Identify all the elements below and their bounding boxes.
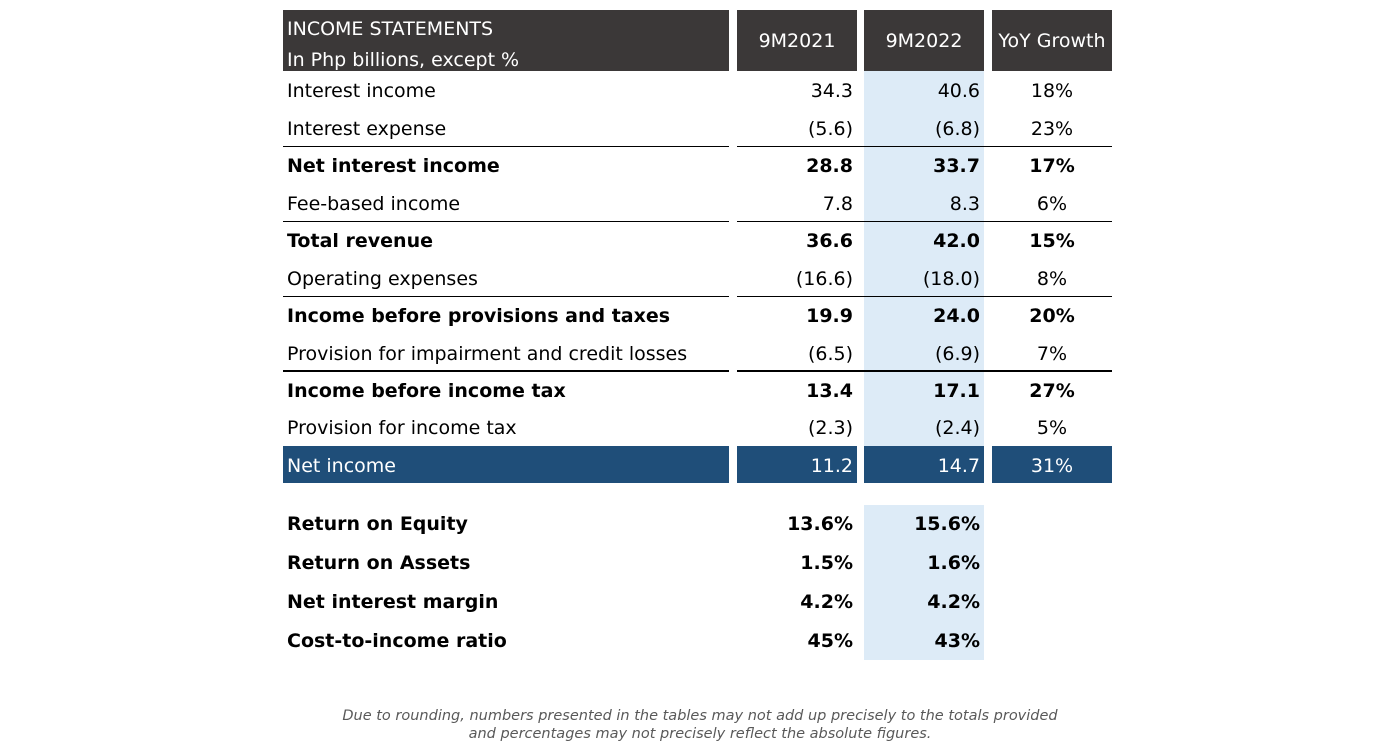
value-9m2022: 24.0 xyxy=(933,305,980,327)
value-9m2021: 13.6% xyxy=(787,513,853,535)
value-9m2022: 15.6% xyxy=(914,513,980,535)
value-9m2021: 4.2% xyxy=(800,591,853,613)
row-divider xyxy=(283,296,729,297)
column-header-yoy-growth: YoY Growth xyxy=(992,10,1112,71)
row-label: Interest income xyxy=(287,80,436,102)
net-income-yoy-bg xyxy=(992,446,1112,483)
value-9m2021: 28.8 xyxy=(806,155,853,177)
table-row: Income before income tax 13.4 17.1 27% xyxy=(0,373,1400,410)
value-9m2022: (2.4) xyxy=(934,417,980,439)
table-row: Provision for income tax (2.3) (2.4) 5% xyxy=(0,410,1400,447)
ratio-row: Cost-to-income ratio 45% 43% xyxy=(0,622,1400,661)
row-label: Net income xyxy=(287,455,396,477)
table-title: INCOME STATEMENTS xyxy=(287,18,494,40)
value-9m2022: 33.7 xyxy=(933,155,980,177)
table-row: Fee-based income 7.8 8.3 6% xyxy=(0,186,1400,223)
row-divider xyxy=(283,146,729,147)
table-row: Interest income 34.3 40.6 18% xyxy=(0,73,1400,110)
footnote-line-2: and percentages may not precisely reflec… xyxy=(468,726,932,742)
value-9m2021: 13.4 xyxy=(806,380,853,402)
value-9m2022: 43% xyxy=(934,630,980,652)
net-income-2021-bg xyxy=(737,446,857,483)
row-label: Operating expenses xyxy=(287,268,478,290)
value-9m2021: (5.6) xyxy=(807,118,853,140)
value-9m2021: 45% xyxy=(807,630,853,652)
row-divider xyxy=(737,221,1112,222)
value-9m2022: (18.0) xyxy=(922,268,980,290)
row-label: Provision for impairment and credit loss… xyxy=(287,343,688,365)
value-9m2022: 8.3 xyxy=(949,193,980,215)
row-divider xyxy=(737,146,1112,147)
table-row: Operating expenses (16.6) (18.0) 8% xyxy=(0,261,1400,298)
table-row: Income before provisions and taxes 19.9 … xyxy=(0,298,1400,335)
table-row: Net interest income 28.8 33.7 17% xyxy=(0,148,1400,185)
ratio-row: Return on Equity 13.6% 15.6% xyxy=(0,505,1400,544)
value-yoy: 15% xyxy=(1029,230,1075,252)
value-9m2021: 34.3 xyxy=(810,80,853,102)
row-divider xyxy=(283,370,729,372)
ratio-label: Return on Equity xyxy=(287,513,468,535)
row-label: Income before provisions and taxes xyxy=(287,305,671,327)
value-9m2021: (2.3) xyxy=(807,417,853,439)
row-label: Net interest income xyxy=(287,155,500,177)
row-label: Fee-based income xyxy=(287,193,461,215)
value-yoy: 8% xyxy=(1036,268,1068,290)
table-header-title: INCOME STATEMENTS In Php billions, excep… xyxy=(283,10,729,71)
value-9m2022: 42.0 xyxy=(933,230,980,252)
column-header-9m2022: 9M2022 xyxy=(864,10,984,71)
highlight-column-2022 xyxy=(864,71,984,446)
value-9m2022: (6.9) xyxy=(934,343,980,365)
ratio-row: Net interest margin 4.2% 4.2% xyxy=(0,583,1400,622)
ratio-label: Return on Assets xyxy=(287,552,471,574)
row-label: Interest expense xyxy=(287,118,447,140)
highlight-column-2022-ratios xyxy=(864,505,984,660)
table-row: Total revenue 36.6 42.0 15% xyxy=(0,223,1400,260)
value-yoy: 23% xyxy=(1030,118,1074,140)
net-income-label-bg xyxy=(283,446,729,483)
value-yoy: 27% xyxy=(1029,380,1075,402)
row-label: Total revenue xyxy=(287,230,433,252)
table-row: Interest expense (5.6) (6.8) 23% xyxy=(0,111,1400,148)
row-label: Income before income tax xyxy=(287,380,566,402)
row-label: Provision for income tax xyxy=(287,417,517,439)
value-9m2022: 4.2% xyxy=(927,591,980,613)
ratio-label: Cost-to-income ratio xyxy=(287,630,507,652)
value-yoy: 20% xyxy=(1029,305,1075,327)
value-9m2021: 11.2 xyxy=(810,455,853,477)
value-9m2022: 1.6% xyxy=(927,552,980,574)
value-9m2022: 14.7 xyxy=(937,455,980,477)
value-yoy: 7% xyxy=(1036,343,1068,365)
ratio-row: Return on Assets 1.5% 1.6% xyxy=(0,544,1400,583)
table-subtitle: In Php billions, except % xyxy=(287,49,520,71)
row-divider xyxy=(737,370,1112,372)
value-9m2022: 40.6 xyxy=(937,80,980,102)
value-yoy: 17% xyxy=(1029,155,1075,177)
value-9m2022: 17.1 xyxy=(933,380,980,402)
row-divider xyxy=(283,221,729,222)
value-yoy: 31% xyxy=(1030,455,1074,477)
value-yoy: 5% xyxy=(1036,417,1068,439)
value-9m2021: 7.8 xyxy=(822,193,853,215)
value-yoy: 6% xyxy=(1036,193,1068,215)
ratio-label: Net interest margin xyxy=(287,591,499,613)
net-income-row: Net income 11.2 14.7 31% xyxy=(0,448,1400,485)
value-9m2022: (6.8) xyxy=(934,118,980,140)
row-divider xyxy=(737,296,1112,297)
table-row: Provision for impairment and credit loss… xyxy=(0,336,1400,373)
footnote-line-1: Due to rounding, numbers presented in th… xyxy=(342,708,1058,724)
value-9m2021: 36.6 xyxy=(806,230,853,252)
value-9m2021: (6.5) xyxy=(807,343,853,365)
column-header-9m2021: 9M2021 xyxy=(737,10,857,71)
value-9m2021: 19.9 xyxy=(806,305,853,327)
net-income-2022-bg xyxy=(864,446,984,483)
value-9m2021: 1.5% xyxy=(800,552,853,574)
value-9m2021: (16.6) xyxy=(795,268,853,290)
value-yoy: 18% xyxy=(1030,80,1074,102)
